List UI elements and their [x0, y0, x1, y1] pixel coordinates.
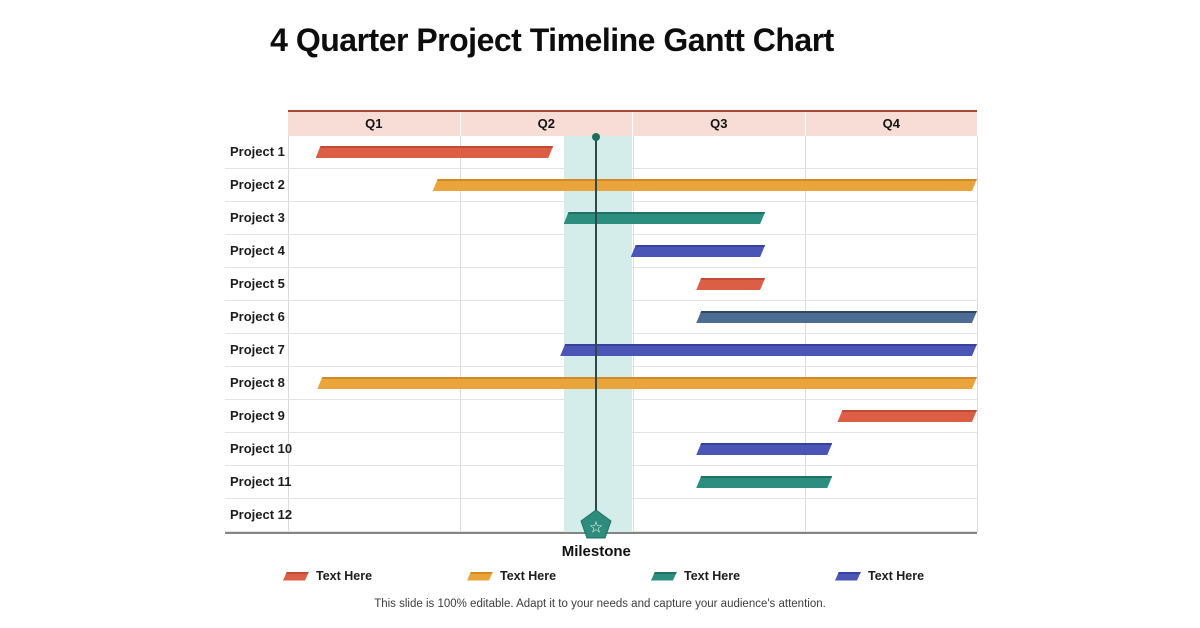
gantt-bar-red — [316, 146, 554, 158]
legend-swatch-teal — [651, 572, 677, 581]
legend-item-teal: Text Here — [651, 569, 740, 583]
grid-vline — [288, 136, 289, 532]
grid-vline — [460, 136, 462, 532]
gantt-row: Project 1 — [225, 136, 977, 169]
legend-item-red: Text Here — [283, 569, 372, 583]
footer-note: This slide is 100% editable. Adapt it to… — [374, 598, 826, 610]
grid-vline — [977, 136, 978, 532]
project-label: Project 6 — [230, 309, 285, 324]
project-label: Project 12 — [230, 507, 293, 522]
legend-label: Text Here — [684, 569, 741, 583]
grid-vline — [804, 136, 806, 532]
legend: Text Here Text Here Text Here Text Here — [0, 569, 1200, 585]
gantt-rows: Project 1 Project 2 Project 3 Project 4 Proj… — [225, 133, 978, 534]
milestone-label: Milestone — [561, 543, 631, 560]
quarter-label-q2: Q2 — [459, 112, 633, 136]
project-label: Project 3 — [230, 210, 285, 225]
project-label: Project 11 — [230, 474, 292, 489]
project-label: Project 7 — [230, 342, 285, 357]
quarter-label-q1: Q1 — [365, 116, 383, 131]
project-label: Project 5 — [230, 276, 285, 291]
quarter-header: Q1 Q2 Q3 Q4 — [288, 110, 977, 136]
project-label: Project 4 — [230, 243, 285, 258]
legend-swatch-amber — [467, 572, 493, 581]
milestone-marker-icon: ☆ — [580, 509, 612, 539]
legend-swatch-indigo — [835, 572, 861, 581]
star-icon: ☆ — [589, 518, 603, 537]
legend-label: Text Here — [316, 569, 373, 583]
quarter-label-q3: Q3 — [632, 112, 805, 136]
gantt-bar-indigo — [696, 443, 832, 455]
legend-label: Text Here — [500, 569, 557, 583]
gantt-bar-red — [837, 410, 977, 422]
project-label: Project 2 — [230, 177, 285, 192]
grid-vline — [632, 136, 634, 532]
quarter-label-q4: Q4 — [804, 112, 978, 136]
gantt-bar-indigo — [560, 344, 977, 356]
gantt-chart: Q1 Q2 Q3 Q4 Project 1 Project 2 Project 3 Proj… — [225, 110, 978, 560]
gantt-bar-amber — [317, 377, 977, 389]
milestone-dot — [592, 133, 601, 141]
legend-item-amber: Text Here — [467, 569, 556, 583]
gantt-bar-teal — [696, 476, 832, 488]
project-label: Project 10 — [230, 441, 293, 456]
gantt-bar-amber — [433, 179, 977, 191]
gantt-bar-slate — [696, 311, 977, 323]
legend-item-indigo: Text Here — [835, 569, 924, 583]
project-label: Project 9 — [230, 408, 285, 423]
milestone-line — [595, 140, 598, 512]
gantt-bar-indigo — [631, 245, 765, 257]
project-label: Project 1 — [230, 144, 285, 159]
gantt-bar-teal — [564, 212, 766, 224]
gantt-bar-red — [696, 278, 765, 290]
slide-title: 4 Quarter Project Timeline Gantt Chart — [270, 22, 834, 58]
legend-label: Text Here — [868, 569, 925, 583]
milestone-band — [563, 136, 633, 532]
legend-swatch-red — [283, 572, 309, 581]
project-label: Project 8 — [230, 375, 285, 390]
